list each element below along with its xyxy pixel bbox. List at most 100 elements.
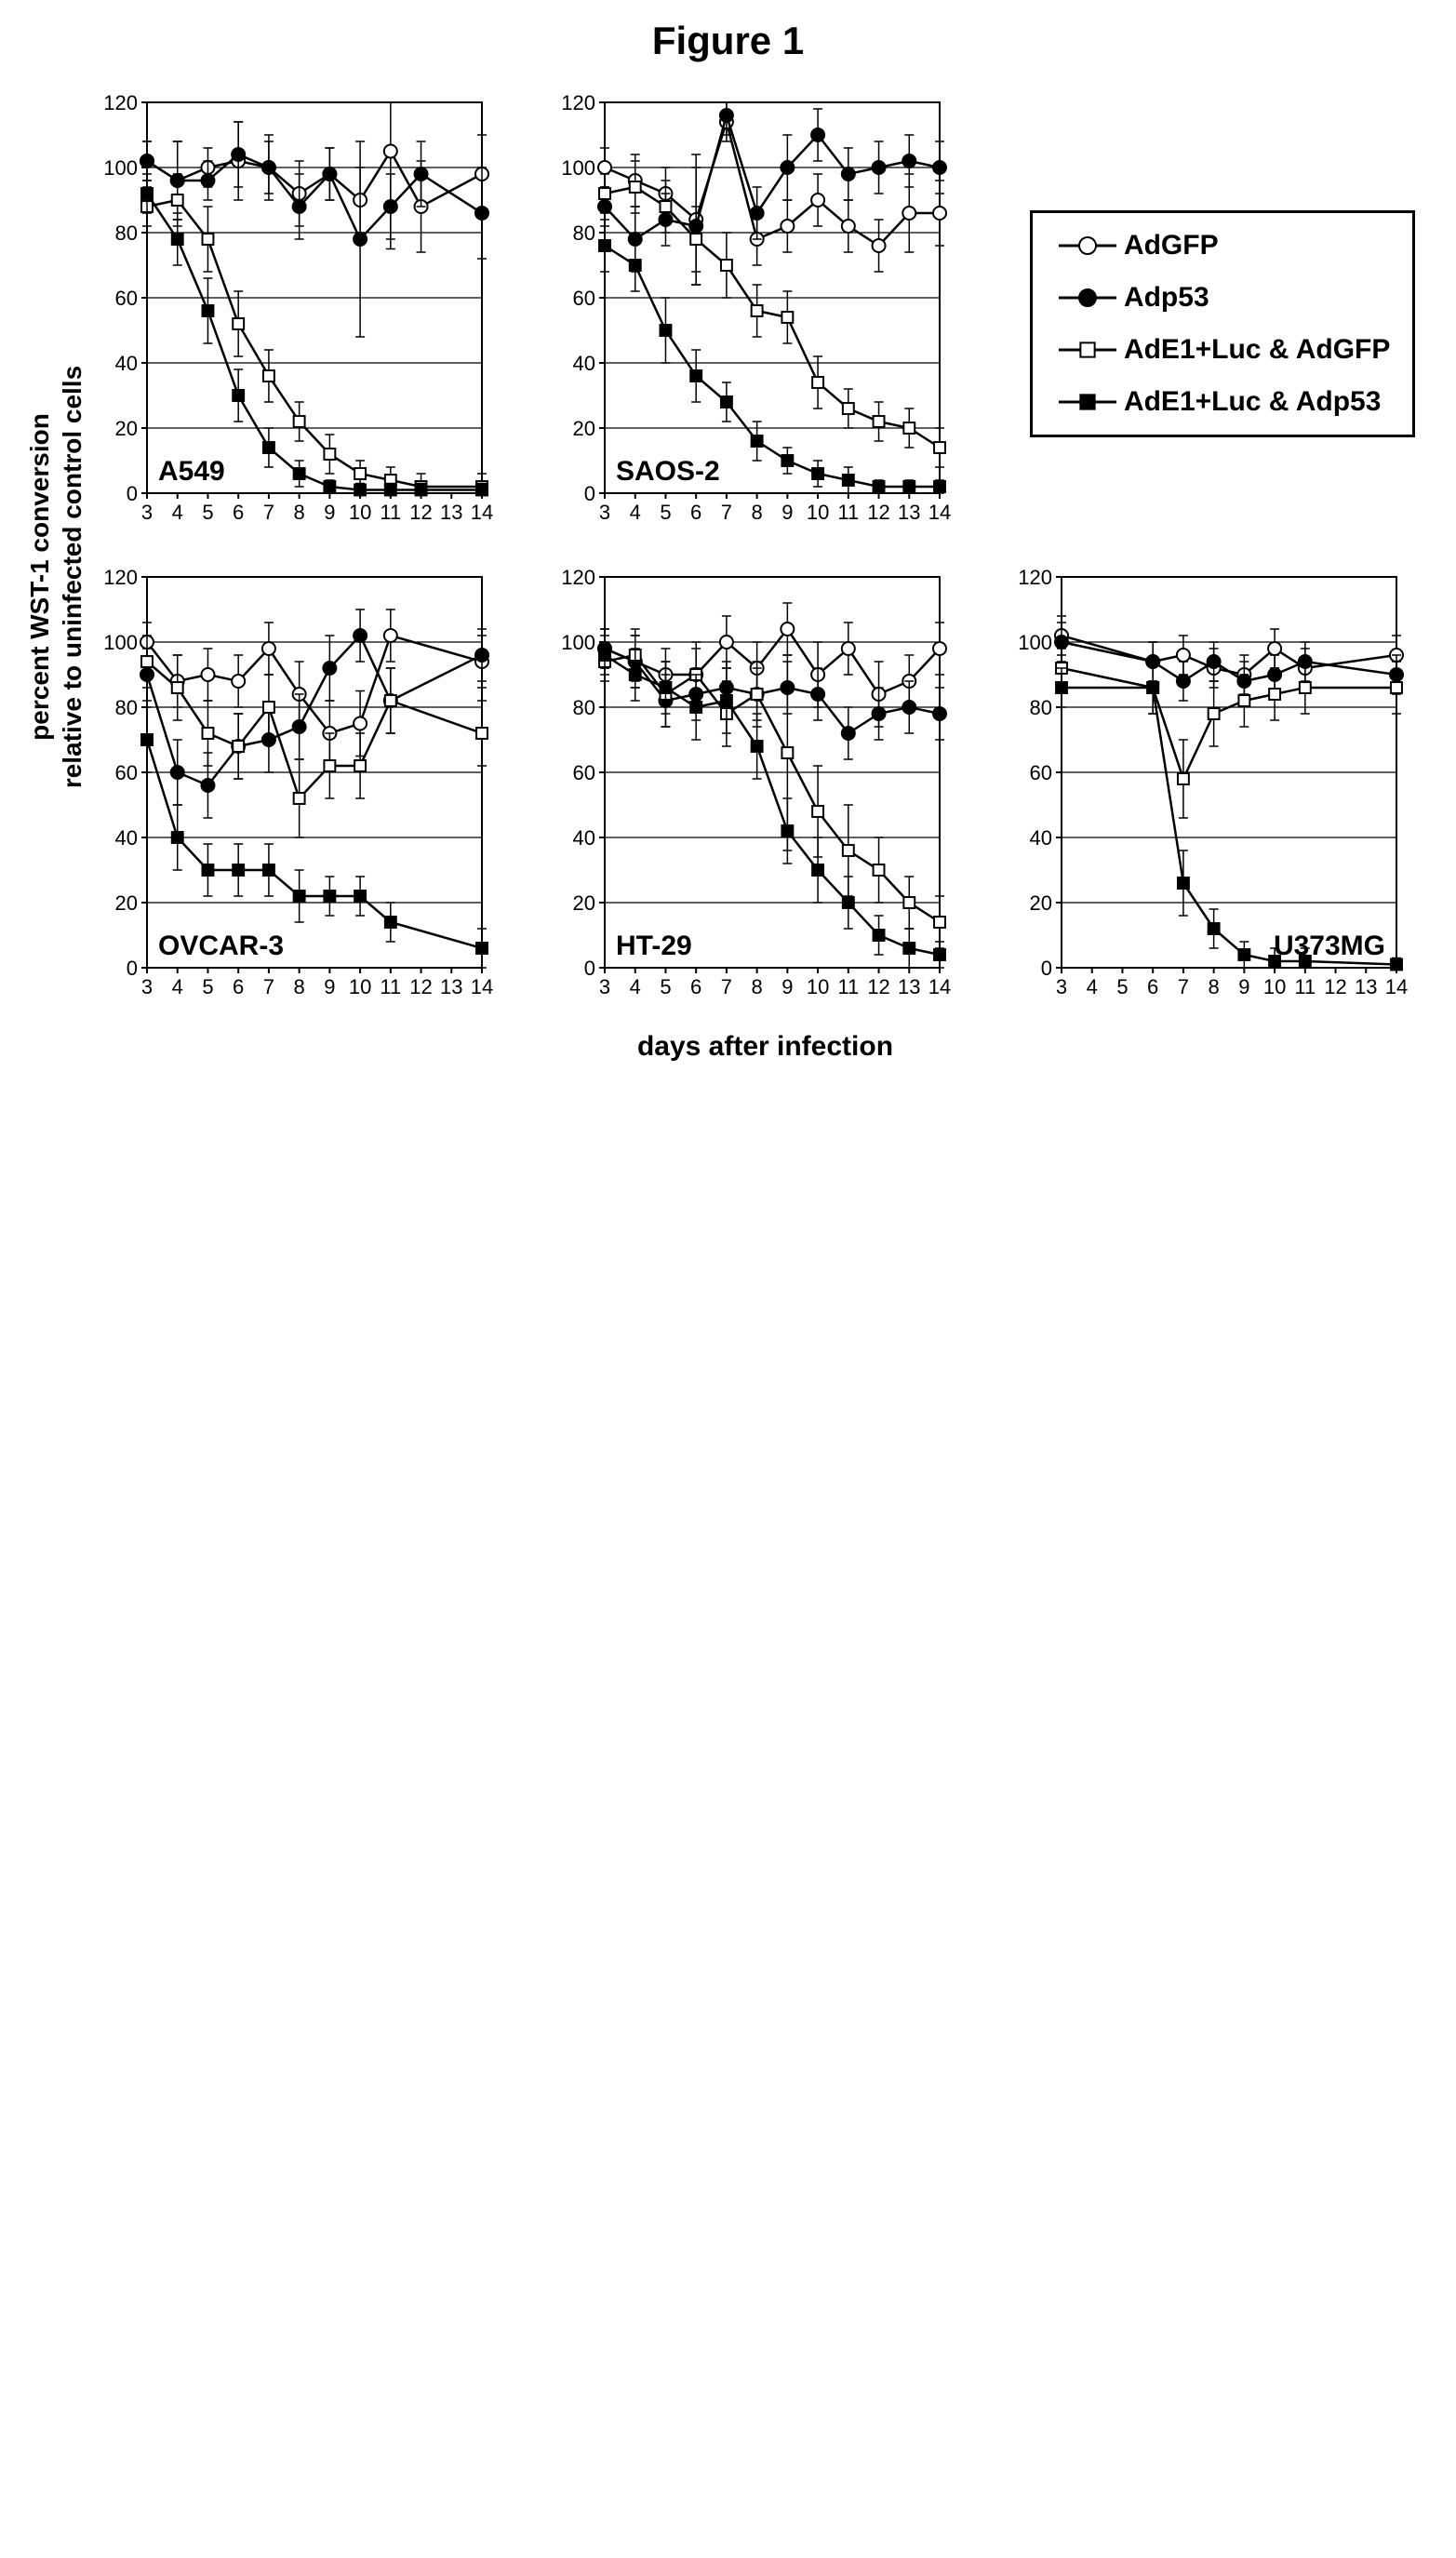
svg-text:8: 8 [294, 975, 305, 998]
panel-A549: 02040608010012034567891011121314A549 [93, 91, 523, 538]
svg-text:0: 0 [583, 957, 594, 980]
svg-text:6: 6 [1147, 975, 1158, 998]
svg-text:5: 5 [202, 501, 213, 524]
svg-text:40: 40 [572, 352, 594, 375]
svg-text:0: 0 [127, 482, 138, 505]
svg-text:9: 9 [781, 975, 793, 998]
panel-U373MG: 02040608010012034567891011121314U373MG [1008, 566, 1437, 1012]
panel-label-SAOS-2: SAOS-2 [616, 456, 720, 487]
svg-text:13: 13 [440, 501, 462, 524]
svg-text:4: 4 [629, 501, 640, 524]
svg-text:7: 7 [263, 501, 274, 524]
svg-text:8: 8 [294, 501, 305, 524]
chart-OVCAR-3: 02040608010012034567891011121314OVCAR-3 [93, 566, 493, 1012]
panel-label-A549: A549 [158, 456, 225, 487]
svg-text:14: 14 [1385, 975, 1408, 998]
svg-text:80: 80 [572, 221, 594, 245]
svg-text:5: 5 [1117, 975, 1129, 998]
chart-U373MG: 02040608010012034567891011121314U373MG [1008, 566, 1408, 1012]
legend-label-0: AdGFP [1124, 230, 1219, 261]
svg-text:4: 4 [629, 975, 640, 998]
panel-label-U373MG: U373MG [1274, 931, 1385, 961]
svg-text:80: 80 [115, 696, 138, 719]
chart-HT-29: 02040608010012034567891011121314HT-29 [551, 566, 951, 1012]
svg-text:9: 9 [781, 501, 793, 524]
svg-text:120: 120 [103, 91, 138, 114]
y-axis-label-line2: relative to uninfected control cells [58, 366, 87, 788]
panel-HT-29: 02040608010012034567891011121314HT-29 [551, 566, 981, 1012]
svg-text:12: 12 [1325, 975, 1347, 998]
legend-item-2: AdE1+Luc & AdGFP [1055, 334, 1390, 366]
svg-text:0: 0 [583, 482, 594, 505]
svg-text:60: 60 [1030, 761, 1052, 784]
svg-text:100: 100 [103, 156, 138, 180]
svg-text:13: 13 [898, 975, 920, 998]
chart-A549: 02040608010012034567891011121314A549 [93, 91, 493, 538]
svg-text:80: 80 [1030, 696, 1052, 719]
legend-marker-2 [1055, 337, 1120, 363]
panel-label-OVCAR-3: OVCAR-3 [158, 931, 284, 961]
svg-text:4: 4 [1087, 975, 1098, 998]
svg-text:12: 12 [867, 501, 889, 524]
legend-marker-3 [1055, 389, 1120, 415]
svg-text:10: 10 [349, 501, 371, 524]
legend-label-2: AdE1+Luc & AdGFP [1124, 334, 1390, 366]
svg-text:80: 80 [115, 221, 138, 245]
svg-text:5: 5 [660, 975, 671, 998]
svg-text:6: 6 [233, 975, 244, 998]
svg-text:3: 3 [141, 501, 153, 524]
svg-text:4: 4 [172, 501, 183, 524]
svg-text:5: 5 [202, 975, 213, 998]
panel-SAOS-2: 02040608010012034567891011121314SAOS-2 [551, 91, 981, 538]
svg-text:0: 0 [1041, 957, 1052, 980]
svg-text:12: 12 [409, 501, 432, 524]
legend-item-0: AdGFP [1055, 230, 1390, 261]
legend-item-3: AdE1+Luc & Adp53 [1055, 386, 1390, 418]
svg-text:120: 120 [561, 566, 595, 589]
svg-text:3: 3 [599, 501, 610, 524]
svg-text:100: 100 [561, 631, 595, 654]
y-axis-label-container: percent WST-1 conversion relative to uni… [19, 91, 93, 1063]
svg-text:14: 14 [471, 501, 493, 524]
chart-SAOS-2: 02040608010012034567891011121314SAOS-2 [551, 91, 951, 538]
svg-text:120: 120 [103, 566, 138, 589]
svg-text:14: 14 [471, 975, 493, 998]
svg-text:11: 11 [380, 501, 401, 524]
figure-container: percent WST-1 conversion relative to uni… [19, 91, 1437, 1063]
svg-text:20: 20 [572, 417, 594, 440]
svg-text:100: 100 [1019, 631, 1053, 654]
svg-text:7: 7 [263, 975, 274, 998]
svg-text:11: 11 [837, 975, 859, 998]
svg-text:5: 5 [660, 501, 671, 524]
svg-text:20: 20 [115, 417, 138, 440]
svg-text:60: 60 [572, 761, 594, 784]
svg-text:7: 7 [720, 975, 731, 998]
panel-label-HT-29: HT-29 [616, 931, 692, 961]
svg-text:14: 14 [928, 501, 950, 524]
svg-text:13: 13 [440, 975, 462, 998]
svg-text:9: 9 [324, 975, 335, 998]
legend: AdGFP Adp53 AdE1+Luc & AdGFP AdE1+Luc & Adp… [1030, 210, 1415, 437]
svg-text:40: 40 [115, 826, 138, 850]
svg-text:10: 10 [807, 501, 829, 524]
svg-text:11: 11 [1295, 975, 1316, 998]
svg-text:8: 8 [1209, 975, 1220, 998]
figure-title: Figure 1 [19, 19, 1437, 63]
svg-text:40: 40 [1030, 826, 1052, 850]
svg-text:3: 3 [599, 975, 610, 998]
svg-text:7: 7 [1178, 975, 1189, 998]
svg-text:13: 13 [1355, 975, 1377, 998]
svg-text:60: 60 [115, 761, 138, 784]
svg-text:12: 12 [867, 975, 889, 998]
svg-text:6: 6 [690, 975, 701, 998]
panel-grid: 02040608010012034567891011121314A5490204… [93, 91, 1437, 1012]
y-axis-label: percent WST-1 conversion relative to uni… [23, 366, 88, 788]
legend-label-1: Adp53 [1124, 282, 1209, 314]
legend-marker-0 [1055, 233, 1120, 259]
svg-text:10: 10 [807, 975, 829, 998]
svg-text:9: 9 [1239, 975, 1250, 998]
svg-text:10: 10 [349, 975, 371, 998]
legend-marker-1 [1055, 285, 1120, 311]
svg-text:11: 11 [380, 975, 401, 998]
svg-text:14: 14 [928, 975, 950, 998]
